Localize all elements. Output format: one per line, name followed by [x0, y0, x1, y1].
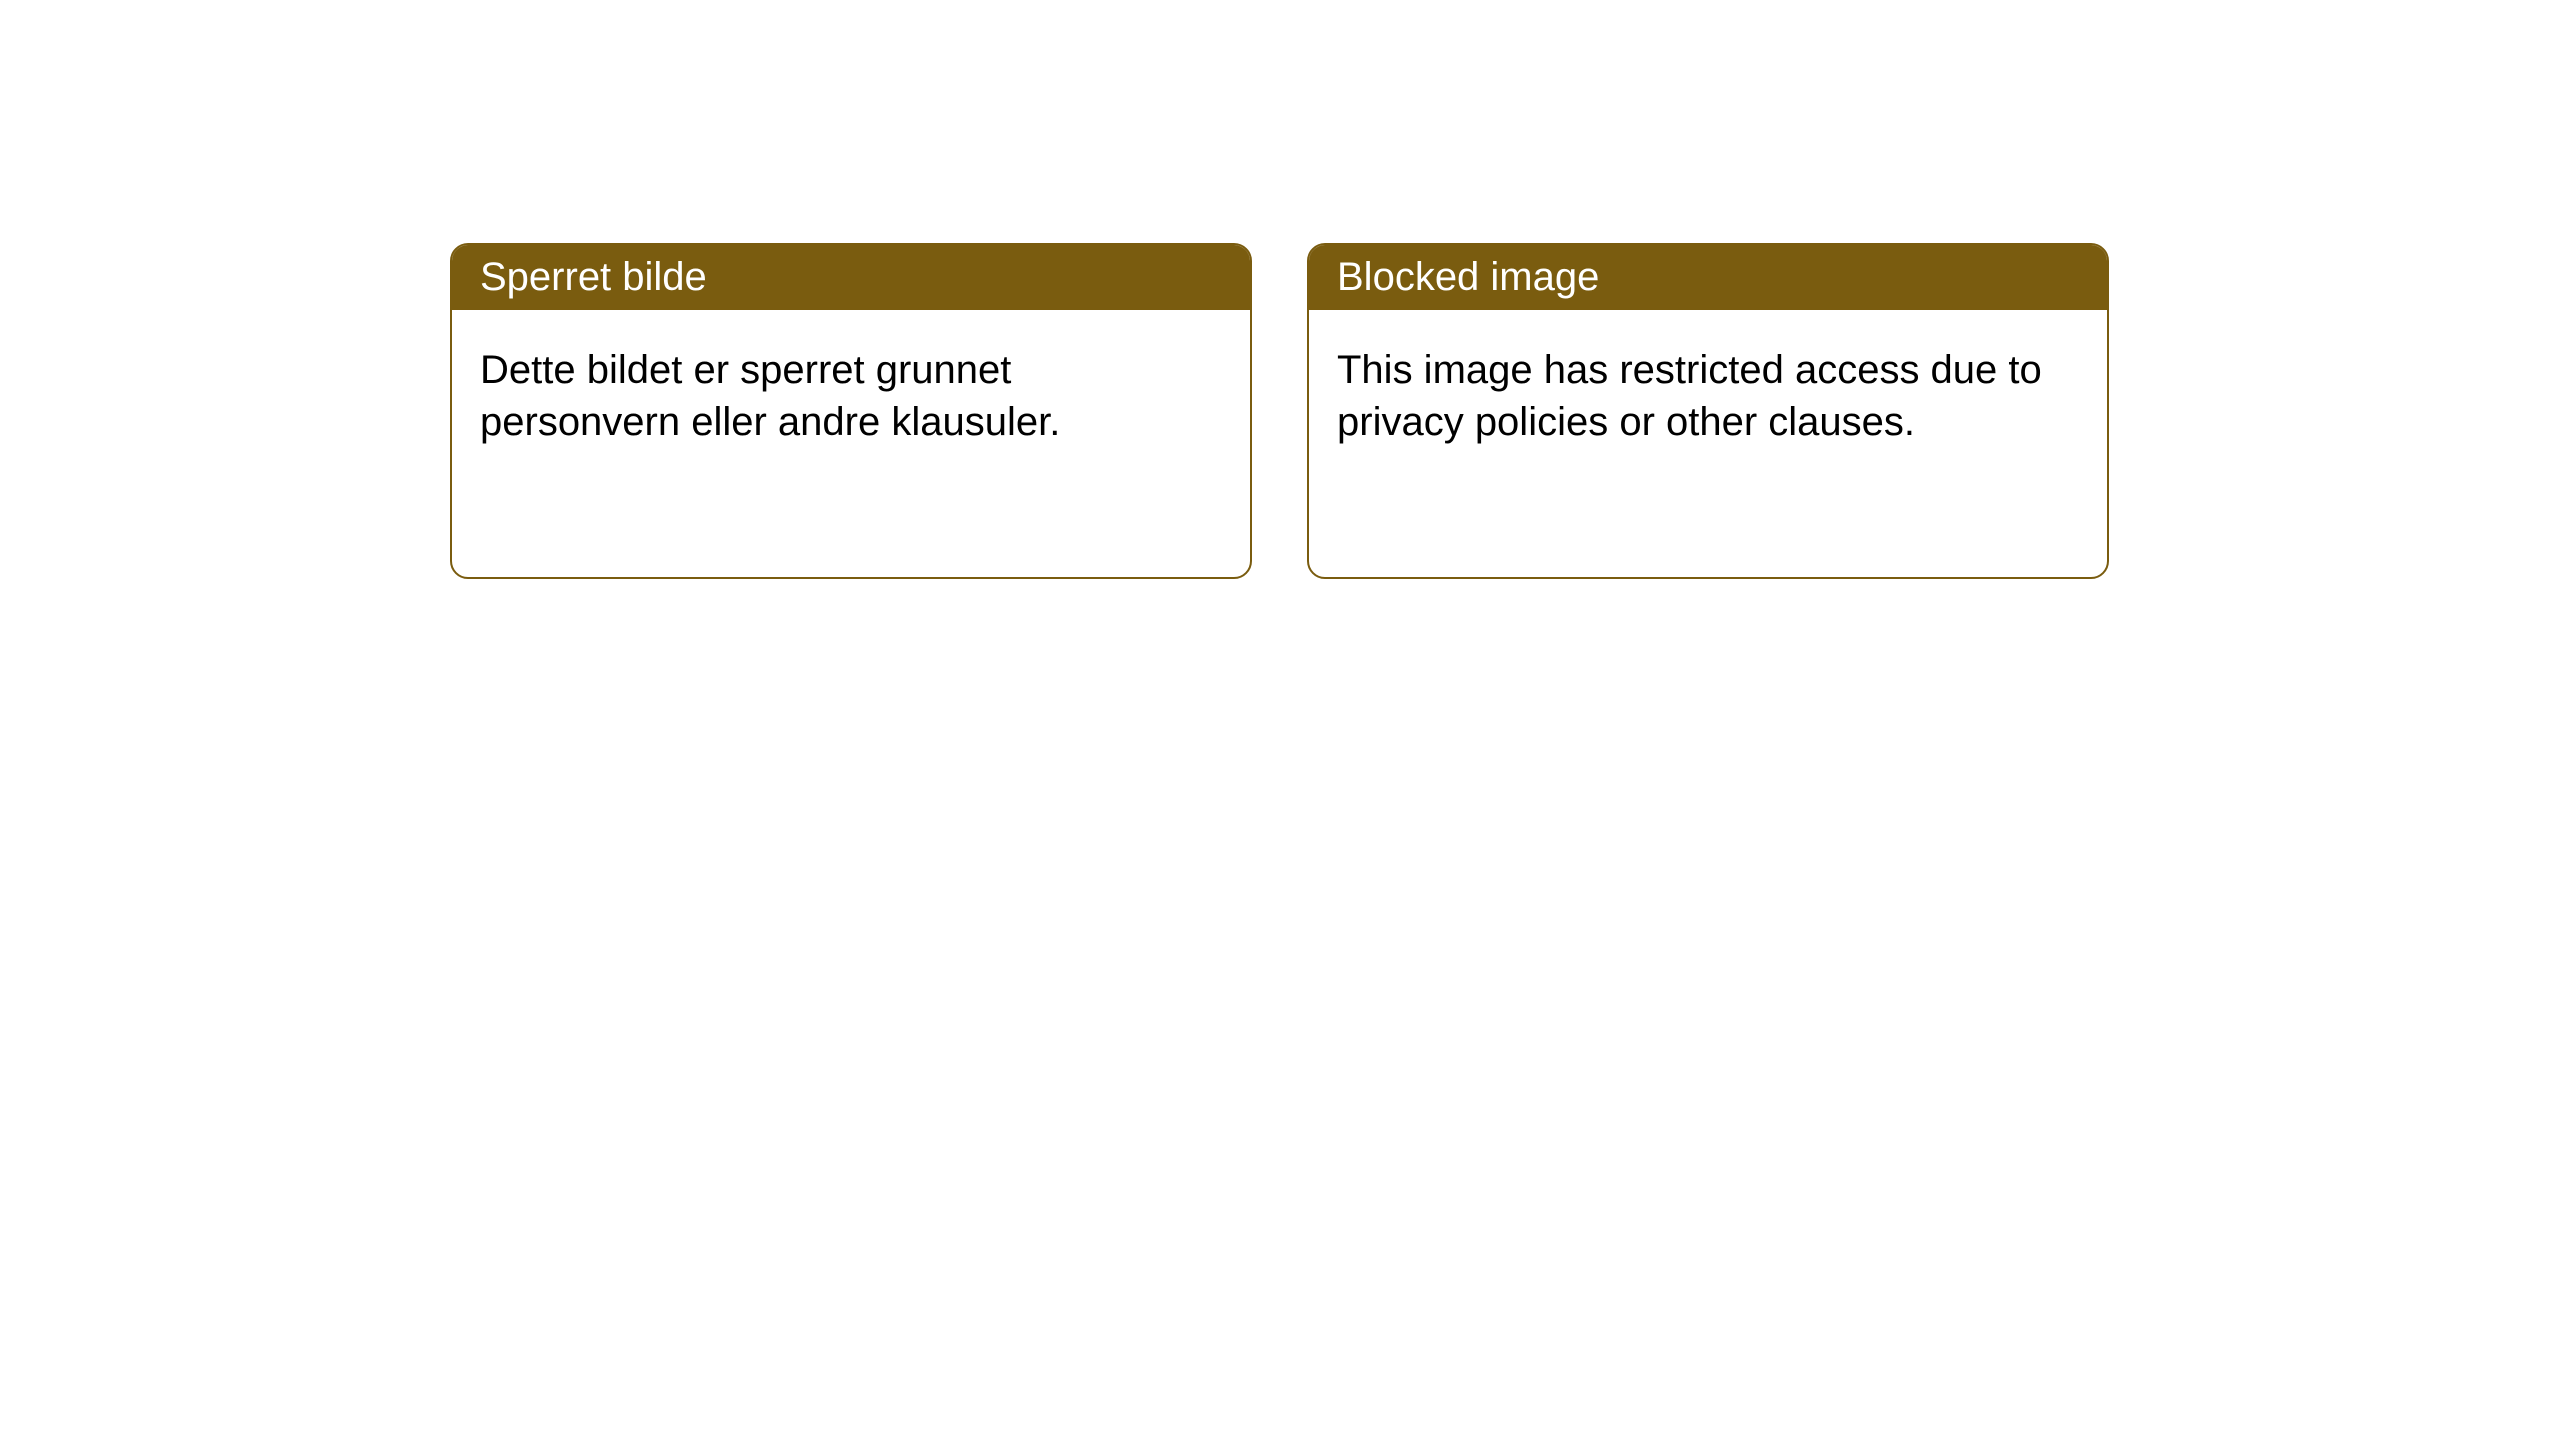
- notice-text: This image has restricted access due to …: [1337, 348, 2042, 444]
- notice-card-english: Blocked image This image has restricted …: [1307, 243, 2109, 579]
- notice-container: Sperret bilde Dette bildet er sperret gr…: [0, 0, 2560, 579]
- notice-card-norwegian: Sperret bilde Dette bildet er sperret gr…: [450, 243, 1252, 579]
- notice-body: This image has restricted access due to …: [1309, 310, 2107, 482]
- notice-header: Blocked image: [1309, 245, 2107, 310]
- notice-body: Dette bildet er sperret grunnet personve…: [452, 310, 1250, 482]
- notice-text: Dette bildet er sperret grunnet personve…: [480, 348, 1060, 444]
- notice-title: Blocked image: [1337, 255, 1599, 299]
- notice-title: Sperret bilde: [480, 255, 707, 299]
- notice-header: Sperret bilde: [452, 245, 1250, 310]
